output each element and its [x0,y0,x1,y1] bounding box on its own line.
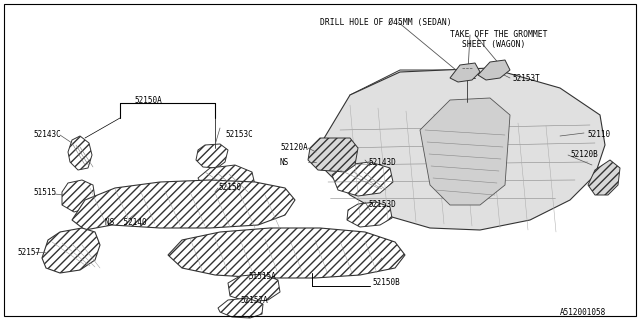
Text: 52153T: 52153T [512,74,540,83]
Text: 52153C: 52153C [225,130,253,139]
Polygon shape [42,228,100,273]
Text: 52150B: 52150B [372,278,400,287]
Text: 52157A: 52157A [240,296,268,305]
Polygon shape [228,274,280,302]
Text: 52153D: 52153D [368,200,396,209]
Polygon shape [478,60,510,80]
Polygon shape [62,180,95,212]
Text: NS: NS [280,158,289,167]
Polygon shape [347,202,392,227]
Polygon shape [218,298,263,318]
Polygon shape [450,63,480,82]
Polygon shape [68,136,92,170]
Text: 52110: 52110 [587,130,610,139]
Text: DRILL HOLE OF Ø45MM (SEDAN): DRILL HOLE OF Ø45MM (SEDAN) [320,18,452,27]
Text: 52143C: 52143C [33,130,61,139]
Polygon shape [350,70,570,120]
Polygon shape [72,180,295,230]
Text: TAKE OFF THE GROMMET: TAKE OFF THE GROMMET [450,30,547,39]
Polygon shape [588,160,620,195]
Polygon shape [320,68,605,230]
Text: 52150A: 52150A [134,96,162,105]
Polygon shape [198,165,255,197]
Text: 52150: 52150 [218,183,241,192]
Text: 51515A: 51515A [248,272,276,281]
Text: SHEET (WAGON): SHEET (WAGON) [462,40,525,49]
Text: A512001058: A512001058 [560,308,606,317]
Text: NS  52140: NS 52140 [105,218,147,227]
Text: 52120B: 52120B [570,150,598,159]
Polygon shape [308,138,358,172]
Polygon shape [332,162,393,196]
Polygon shape [196,144,228,168]
Text: 51515: 51515 [33,188,56,197]
Polygon shape [168,228,405,278]
Text: 52157: 52157 [17,248,40,257]
Text: 52143D: 52143D [368,158,396,167]
Text: 52120A: 52120A [280,143,308,152]
Polygon shape [420,98,510,205]
